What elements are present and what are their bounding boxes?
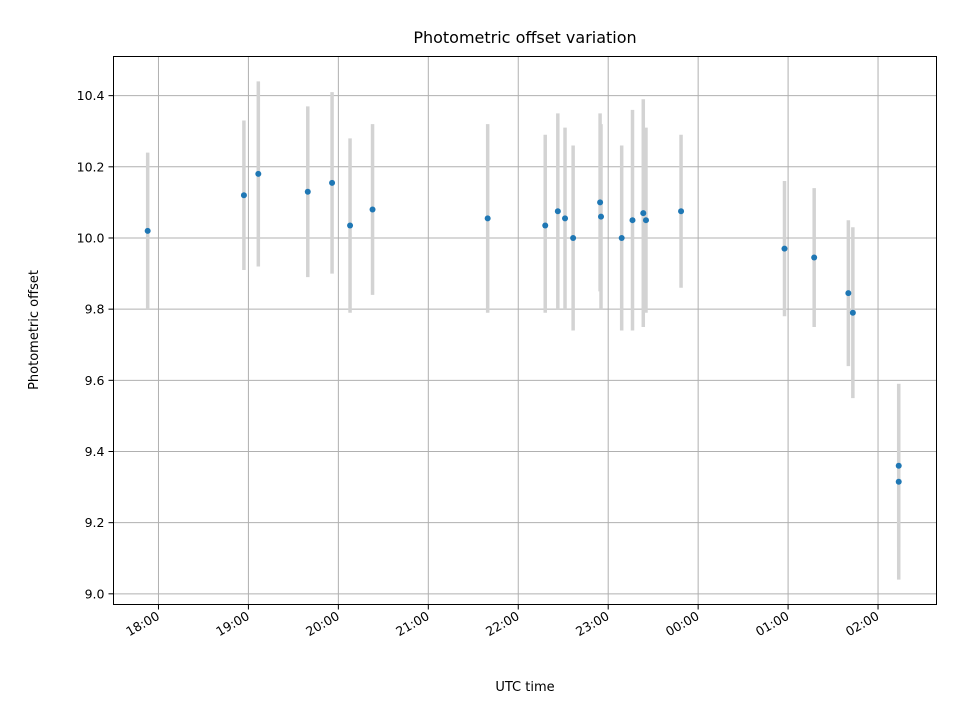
y-tick-label: 10.2 bbox=[77, 159, 105, 174]
data-point bbox=[484, 215, 491, 222]
data-point bbox=[895, 478, 902, 485]
data-points bbox=[144, 170, 902, 485]
data-point bbox=[678, 208, 685, 215]
data-point bbox=[781, 245, 788, 252]
data-point bbox=[255, 170, 262, 177]
data-point bbox=[618, 234, 625, 241]
data-point bbox=[811, 254, 818, 261]
data-point bbox=[542, 222, 549, 229]
plot-frame bbox=[113, 56, 937, 605]
data-point bbox=[144, 227, 151, 234]
y-tick-label: 9.8 bbox=[85, 302, 105, 317]
data-point bbox=[554, 208, 561, 215]
data-point bbox=[598, 213, 605, 220]
data-point bbox=[597, 199, 604, 206]
data-point bbox=[240, 192, 247, 199]
y-tick-label: 9.4 bbox=[85, 444, 105, 459]
data-point bbox=[895, 462, 902, 469]
data-point bbox=[849, 309, 856, 316]
data-point bbox=[369, 206, 376, 213]
y-axis-ticks: 9.0 9.2 9.4 9.6 9.8 10.0 10.2 10.4 bbox=[77, 88, 114, 601]
data-point bbox=[304, 188, 311, 195]
grid-lines bbox=[113, 56, 937, 605]
data-point bbox=[329, 179, 336, 186]
x-axis-label: UTC time bbox=[495, 680, 554, 695]
data-point bbox=[629, 217, 636, 224]
data-point bbox=[347, 222, 354, 229]
y-axis-label: Photometric offset bbox=[27, 270, 42, 390]
y-tick-label: 9.0 bbox=[85, 586, 105, 601]
data-point bbox=[642, 217, 649, 224]
y-tick-label: 9.6 bbox=[85, 373, 105, 388]
y-tick-label: 10.4 bbox=[77, 88, 105, 103]
data-point bbox=[570, 234, 577, 241]
data-point bbox=[640, 210, 647, 217]
data-point bbox=[562, 215, 569, 222]
y-tick-label: 9.2 bbox=[85, 515, 105, 530]
data-point bbox=[845, 290, 852, 297]
chart-title: Photometric offset variation bbox=[413, 28, 636, 47]
y-tick-label: 10.0 bbox=[77, 230, 105, 245]
